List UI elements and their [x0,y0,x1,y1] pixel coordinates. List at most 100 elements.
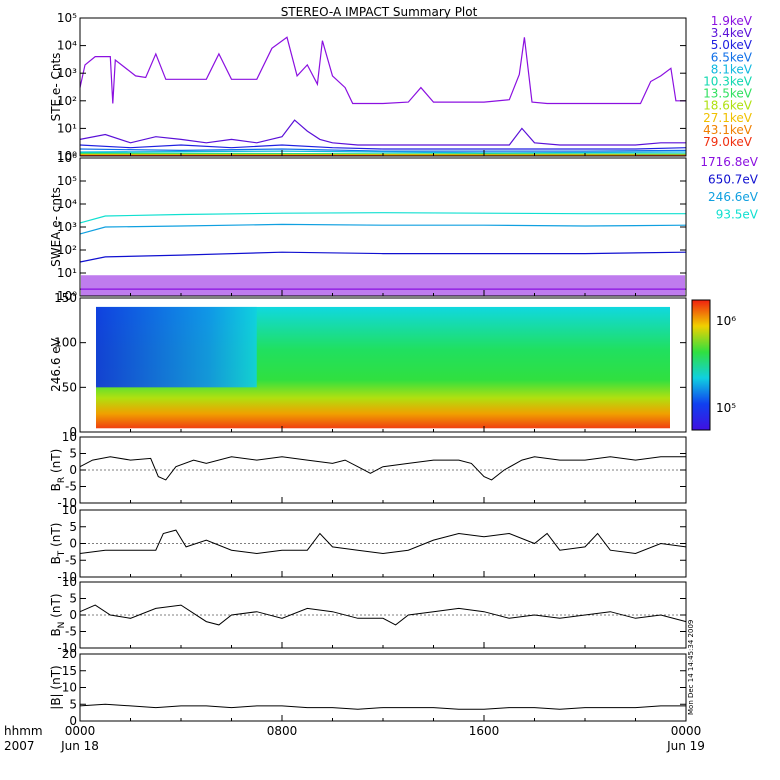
br-trace [79,456,686,481]
colorbar [691,299,711,431]
y-axis-label: BN (nT) [49,593,67,636]
bn-trace [79,604,687,626]
y-tick-label: -10 [57,570,77,584]
y-tick-label: 10⁵ [57,174,77,188]
x-tick-label: 0000 [671,724,702,738]
ste-series-line [79,148,687,152]
y-tick-label: 10³ [57,220,77,234]
y-label-unit: (nT) [49,593,63,621]
year-label: 2007 [4,739,35,753]
y-axis-label: STE e- Cnts [49,53,63,122]
y-tick-label: 10² [57,243,77,257]
ste-legend-entry: 27.1keV [703,111,753,125]
y-tick-label: 50 [62,380,77,394]
y-label-unit: (nT) [49,523,63,551]
ste-legend-entry: 3.4keV [711,26,753,40]
y-tick-label: 10⁵ [57,11,77,25]
panel-br: -10 -5 0 5 10 BR (nT) [49,430,687,510]
y-tick-label: 10¹ [57,121,77,135]
panel-frame [79,509,687,578]
y-tick-label: 10¹ [57,266,77,280]
y-axis-label: BT (nT) [49,523,67,565]
ste-legend-entry: 18.6keV [703,99,753,113]
ste-legend-entry: 1.9keV [711,14,753,28]
y-label-subscript: R [57,477,67,483]
y-label-main: B [49,628,63,636]
ste-legend-entry: 79.0keV [703,135,753,149]
y-tick-label: 10 [62,681,77,695]
y-label-unit: (nT) [49,449,63,477]
y-axis-label: BR (nT) [49,449,67,492]
y-label-subscript: N [57,622,67,629]
bt-trace [79,529,687,555]
y-tick-label: -5 [65,553,77,567]
y-tick-label: 5 [69,447,77,461]
y-tick-label: 10³ [57,66,77,80]
plot-title: STEREO-A IMPACT Summary Plot [281,5,478,19]
panel-frame [79,436,687,504]
bmag-trace [79,703,686,710]
y-tick-label: 150 [54,291,77,305]
y-tick-label: 0 [69,463,77,477]
swea-series-line [79,223,687,235]
panel-bt: -10 -5 0 5 10 BT (nT) [49,503,687,584]
ste-series-line [79,144,687,150]
swea-noise-band [81,275,685,296]
y-axis-label: |B| (nT) [49,665,63,709]
swea-legend-entry: 93.5eV [716,208,759,222]
y-axis-label: SWEA e- cnts [49,187,63,267]
y-tick-label: 5 [69,520,77,534]
y-tick-label: 10 [62,430,77,444]
ste-legend-entry: 6.5keV [711,50,753,64]
y-label-main: B [49,483,63,491]
y-tick-label: 5 [69,697,77,711]
timestamp-label: Mon Dec 14 14:45:34 2009 [687,620,695,715]
ste-series-line [79,119,686,146]
y-tick-label: -10 [57,496,77,510]
x-date-label: Jun 19 [666,739,705,753]
panel-bmag: 0 5 10 15 20 |B| (nT) [49,647,687,728]
y-tick-label: 10 [62,575,77,589]
ste-legend-entry: 13.5keV [703,87,753,101]
y-tick-label: 100 [54,336,77,350]
x-tick-label: 1600 [469,724,500,738]
swea-legend-entry: 650.7eV [708,173,759,187]
x-tick-label: 0000 [65,724,96,738]
ste-legend-entry: 5.0keV [711,38,753,52]
panel-pad: 10⁵ 10⁶ 0 50 100 150 246.6 eV [49,291,736,439]
y-tick-label: 10² [57,94,77,108]
y-tick-label: 15 [62,664,77,678]
ste-series-line [79,36,686,105]
y-axis-label: 246.6 eV [49,337,63,392]
y-tick-label: 0 [69,425,77,439]
y-label-subscript: T [57,550,67,557]
ste-legend-entry: 43.1keV [703,123,753,137]
panel-frame [79,581,687,649]
y-tick-label: 10⁰ [57,289,77,303]
panel-ste: 10⁰ 10¹ 10² 10³ 10⁴ 10⁵ STE e- Cnts [49,11,687,163]
y-tick-label: -5 [65,480,77,494]
ste-legend-entry: 8.1keV [711,62,753,76]
ste-legend-entry: 10.3keV [703,75,753,89]
y-tick-label: 10⁶ [57,151,77,165]
x-date-label: Jun 18 [60,739,99,753]
swea-series-line [79,251,687,263]
swea-legend-entry: 246.6eV [708,190,759,204]
hhmm-label: hhmm [4,724,43,738]
y-label-main: B [49,556,63,564]
y-tick-label: -5 [65,625,77,639]
y-tick-label: 10 [62,503,77,517]
x-tick-label: 0800 [267,724,298,738]
y-tick-label: 5 [69,592,77,606]
heatmap-blue-region [96,306,257,388]
panel-frame [79,653,687,722]
y-tick-label: 0 [69,714,77,728]
y-tick-label: 10⁴ [57,39,77,53]
panel-swea: 10⁰ 10¹ 10² 10³ 10⁴ 10⁵ 10⁶ SWEA e- cnts [49,151,687,303]
ste-series-line [79,150,687,154]
swea-series-line [79,212,686,224]
colorbar-tick-label: 10⁶ [716,314,736,328]
panel-bn: -10 -5 0 5 10 BN (nT) [49,575,687,655]
y-tick-label: -10 [57,641,77,655]
